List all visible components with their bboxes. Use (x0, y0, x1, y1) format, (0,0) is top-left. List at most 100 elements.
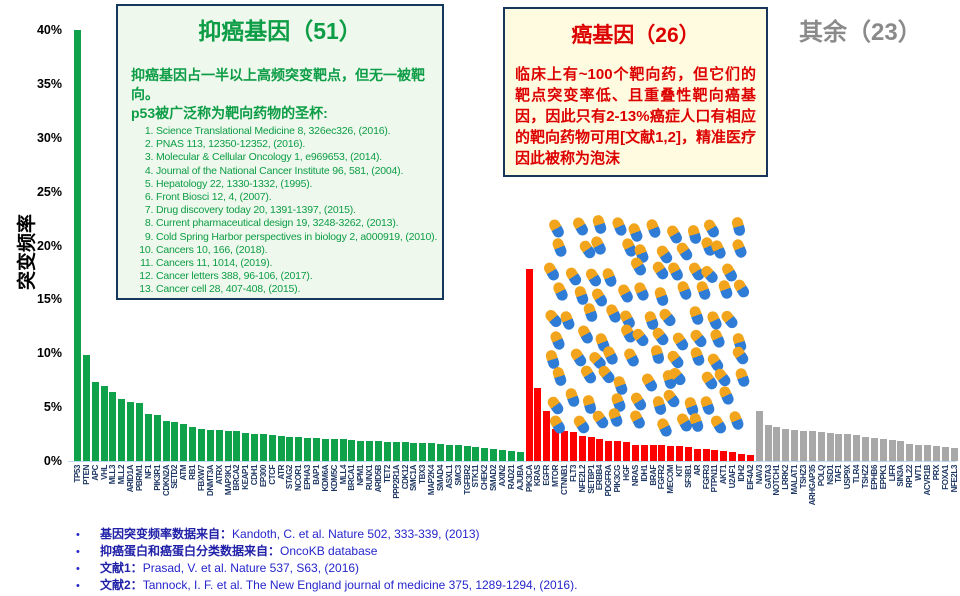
bar-FOXA1 (941, 446, 949, 461)
pill-capsule-icon (674, 240, 695, 263)
tumor-suppressor-box-body: 抑癌基因占一半以上高频突变靶点，但无一被靶向。 p53被广泛称为靶向药物的圣杯: (131, 66, 429, 123)
pill-capsule-icon (649, 344, 666, 366)
bar-SMAD4 (437, 443, 444, 461)
gene-label-DNMT3A: DNMT3A (205, 465, 215, 496)
pill-capsule-icon (546, 217, 566, 240)
gene-label-PIK3R1: PIK3R1 (152, 465, 162, 491)
bar-TAF1 (835, 433, 843, 461)
gene-label-TSHZ3: TSHZ3 (799, 465, 809, 489)
gene-label-EP300: EP300 (258, 465, 268, 488)
bar-CDH1 (251, 434, 259, 461)
gene-label-NAV3: NAV3 (754, 465, 764, 485)
gene-label-CDH1: CDH1 (250, 465, 260, 486)
gene-label-MAP2K4: MAP2K4 (427, 465, 437, 496)
gene-label-BRCA2: BRCA2 (232, 465, 242, 491)
reference-item: Drug discovery today 20, 1391-1397, (201… (156, 204, 438, 217)
bar-USP9X (844, 434, 852, 461)
footnote-label: 文献2： (100, 578, 143, 592)
pill-capsule-icon (564, 265, 584, 288)
gene-label-SF3B1: SF3B1 (683, 465, 693, 488)
pill-capsule-icon (730, 344, 751, 367)
bar-BRCA1 (348, 439, 356, 461)
footnote-item: • 文献2：Tannock, I. F. et al. The New Engla… (76, 577, 776, 594)
gene-label-FOXA1: FOXA1 (940, 465, 950, 490)
bar-SMC1A (410, 442, 418, 461)
gene-label-MECOM: MECOM (666, 465, 676, 494)
gene-label-MTOR: MTOR (551, 465, 561, 487)
pill-capsule-icon (701, 217, 721, 240)
bar-TLR4 (853, 435, 861, 461)
gene-label-ARID1A: ARID1A (126, 465, 136, 493)
footnote-text: Kandoth, C. et al. Nature 502, 333-339, … (232, 527, 480, 541)
gene-label-IDH1: IDH1 (639, 465, 649, 482)
gene-label-U2AF1: U2AF1 (728, 465, 738, 489)
bullet-icon: • (76, 563, 80, 575)
gene-label-PPP2R1A: PPP2R1A (391, 465, 401, 499)
bullet-icon: • (76, 580, 80, 592)
pill-capsule-icon (629, 390, 649, 413)
bar-NFE2L3 (950, 448, 958, 461)
bar-HGF (622, 441, 630, 461)
bar-PIK3CA (525, 269, 533, 461)
footnote-item: • 抑癌蛋白和癌蛋白分类数据来自：OncoKB database (76, 543, 776, 560)
gene-label-PIK3CG: PIK3CG (613, 465, 623, 493)
gene-label-TSHZ2: TSHZ2 (861, 465, 870, 489)
bar-AXIN2 (498, 450, 506, 461)
bar-TET2 (383, 441, 391, 461)
gene-label-FBXW7: FBXW7 (196, 465, 206, 492)
y-tick-label: 0% (43, 454, 62, 468)
pill-capsule-icon (583, 266, 603, 289)
bar-RUNX1 (366, 440, 374, 461)
gene-label-NF1: NF1 (143, 465, 153, 479)
pill-capsule-icon (687, 411, 705, 434)
gene-label-HGF: HGF (621, 465, 631, 481)
bar-FGFR2 (658, 445, 666, 461)
gene-label-MALAT1: MALAT1 (790, 465, 800, 495)
bar-FGFR3 (702, 449, 710, 461)
pill-capsule-icon (708, 327, 727, 350)
oncogene-box-title: 癌基因（26） (571, 24, 700, 47)
bar-NAV3 (755, 411, 763, 461)
y-tick-label: 25% (36, 184, 62, 199)
bar-WT1 (915, 444, 923, 461)
gene-label-WT1: WT1 (914, 465, 924, 481)
gene-label-NRAS: NRAS (630, 465, 640, 487)
gene-label-AR: AR (692, 465, 702, 476)
gene-label-ATRX: ATRX (214, 465, 224, 485)
bar-AR (693, 449, 701, 461)
bar-CDK12 (401, 442, 409, 461)
bar-ATM (180, 424, 188, 461)
reference-item: Current pharmaceutical design 19, 3248-3… (156, 217, 438, 230)
bar-KEAP1 (242, 432, 250, 461)
tumor-suppressor-annotation-box: 抑癌基因（51） 抑癌基因占一半以上高频突变靶点，但无一被靶向。 p53被广泛称… (116, 4, 444, 300)
bar-NFE2L2 (578, 436, 586, 461)
pill-capsule-icon (610, 216, 629, 238)
bar-PRX (932, 445, 940, 461)
reference-item: Cold Spring Harbor perspectives in biolo… (156, 231, 438, 244)
gene-label-POLQ: POLQ (816, 465, 826, 487)
bar-IDH2 (738, 453, 746, 461)
bar-PBRM1 (135, 402, 143, 461)
bar-ASXL1 (445, 444, 453, 461)
gene-label-AJUBA: AJUBA (515, 465, 525, 491)
bar-ARID5B (375, 441, 383, 461)
gene-label-FLT3: FLT3 (568, 465, 578, 482)
footnote-text: OncoKB database (280, 544, 378, 558)
bar-MTOR (552, 428, 560, 461)
bar-SF3B1 (684, 446, 692, 461)
bar-GATA3 (764, 425, 772, 461)
pill-capsule-icon (709, 238, 728, 261)
bar-MLL4 (339, 439, 347, 461)
pill-capsule-icon (650, 325, 671, 348)
gene-label-RB1: RB1 (188, 465, 198, 480)
pill-capsule-icon (728, 409, 746, 432)
bar-AJUBA (516, 451, 524, 461)
bar-CHEK2 (481, 448, 489, 461)
pill-capsule-icon (645, 217, 663, 240)
footnote-text: Tannock, I. F. et al. The New England jo… (142, 578, 578, 592)
footnote-label: 基因突变频率数据来自： (100, 527, 233, 541)
bar-AKT1 (720, 451, 728, 461)
y-tick-label: 5% (43, 400, 62, 415)
gene-label-EPHA3: EPHA3 (303, 465, 313, 490)
